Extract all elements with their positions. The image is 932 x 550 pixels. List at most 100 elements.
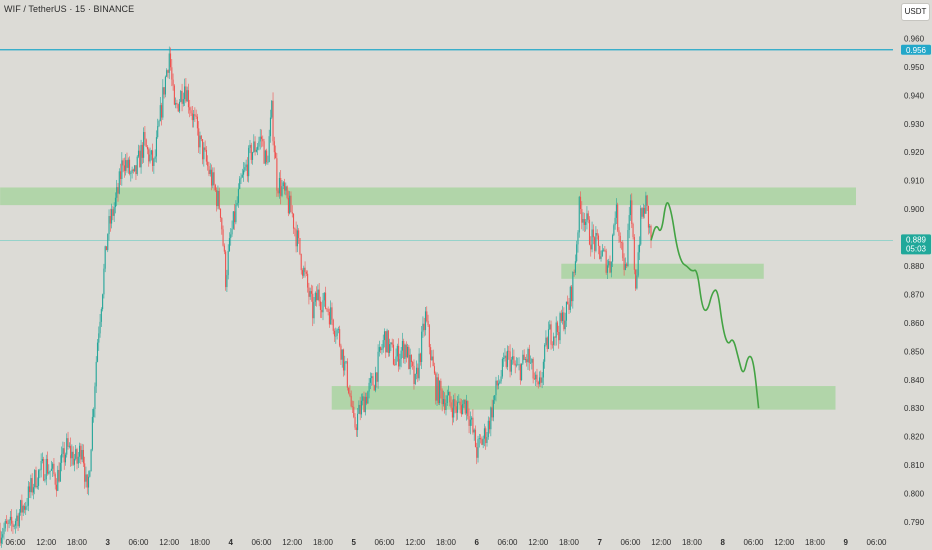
candle-body: [531, 359, 533, 363]
candle-425: [544, 343, 546, 369]
candle-194: [248, 145, 250, 183]
candle-455: [582, 212, 584, 231]
candle-body: [514, 363, 516, 366]
candle-503: [644, 204, 646, 219]
candle-body: [186, 90, 188, 102]
candle-body: [555, 322, 557, 338]
x-tick-label: 06:00: [497, 538, 518, 547]
candle-body: [13, 525, 15, 527]
candle-body: [326, 308, 328, 310]
candle-493: [631, 193, 633, 229]
support-resistance-zones: [0, 187, 856, 410]
candle-body: [545, 337, 547, 345]
candle-body: [399, 359, 401, 367]
candle-127: [162, 79, 164, 120]
candle-body: [20, 500, 22, 513]
candle-body: [249, 144, 251, 148]
candle-105: [134, 165, 136, 173]
candle-body: [209, 169, 211, 175]
candle-290: [371, 372, 373, 386]
x-tick-label: 18:00: [682, 538, 703, 547]
candle-214: [273, 136, 275, 160]
candle-238: [304, 261, 306, 278]
candle-6: [7, 519, 9, 532]
candle-body: [258, 141, 260, 147]
candle-body: [414, 373, 416, 385]
candle-body: [645, 195, 647, 214]
candle-body: [223, 245, 225, 252]
candle-470: [601, 244, 603, 257]
candle-365: [467, 400, 469, 420]
candle-body: [489, 420, 491, 430]
candle-body: [41, 458, 43, 461]
candle-body: [342, 349, 345, 371]
candle-body: [187, 90, 190, 108]
candle-body: [316, 292, 318, 301]
candle-body: [594, 237, 596, 251]
candle-97: [123, 157, 125, 178]
candle-body: [244, 167, 246, 171]
candle-body: [303, 267, 305, 276]
candle-body: [541, 377, 543, 383]
candle-284: [363, 391, 365, 413]
candle-body: [491, 407, 493, 418]
candle-47: [59, 455, 61, 482]
candle-body: [538, 377, 541, 385]
x-tick-label: 06:00: [5, 538, 26, 547]
candle-432: [553, 332, 555, 351]
candle-414: [530, 355, 532, 365]
candle-body: [43, 458, 45, 481]
candlestick-series: [0, 46, 652, 548]
candle-body: [456, 402, 459, 413]
candle-227: [290, 191, 292, 213]
candle-body: [53, 463, 55, 475]
price-axis[interactable]: 0.9700.9600.9500.9400.9300.9200.9100.900…: [904, 6, 925, 527]
candle-502: [642, 203, 644, 219]
candle-body: [359, 404, 361, 415]
candle-body: [168, 53, 170, 73]
candle-209: [267, 155, 269, 165]
candle-345: [441, 388, 443, 412]
candle-body: [278, 178, 280, 194]
symbol-title[interactable]: WIF / TetherUS · 15 · BINANCE: [4, 4, 135, 14]
candle-395: [505, 351, 507, 369]
candle-body: [203, 147, 205, 160]
candle-173: [221, 217, 223, 235]
candle-body: [435, 373, 437, 401]
candle-191: [244, 162, 246, 173]
time-axis[interactable]: 06:00 12:00 18:00 3 06:00 12:00 18:00 4 06:00 12:…: [5, 538, 887, 547]
horizontal-price-lines[interactable]: [0, 49, 893, 241]
candle-body: [565, 301, 567, 321]
candle-458: [586, 206, 588, 230]
candle-248: [317, 284, 319, 301]
price-tag-value: 0.956: [906, 46, 927, 55]
candle-368: [471, 416, 473, 426]
candle-177: [226, 269, 228, 293]
candle-14: [17, 513, 19, 532]
currency-button[interactable]: USDT: [901, 3, 930, 21]
candle-body: [517, 364, 519, 366]
candle-252: [322, 292, 324, 321]
candle-body: [423, 323, 425, 331]
candle-body: [426, 311, 428, 321]
candle-body: [587, 213, 589, 220]
candle-188: [240, 173, 242, 184]
candle-236: [301, 268, 304, 279]
candle-265: [339, 325, 341, 348]
candle-body: [39, 469, 41, 471]
price-tag-value: 0.889: [906, 235, 927, 244]
candle-body: [373, 385, 375, 391]
candle-body: [169, 53, 172, 68]
candle-415: [531, 358, 533, 370]
candle-72: [91, 408, 93, 452]
candle-63: [80, 443, 82, 465]
candle-314: [401, 332, 403, 359]
candle-465: [595, 226, 597, 253]
candle-body: [417, 367, 419, 379]
candle-396: [506, 345, 509, 371]
candle-141: [180, 89, 182, 103]
candle-103: [131, 166, 133, 179]
candle-body: [619, 235, 621, 243]
candle-249: [318, 283, 320, 307]
